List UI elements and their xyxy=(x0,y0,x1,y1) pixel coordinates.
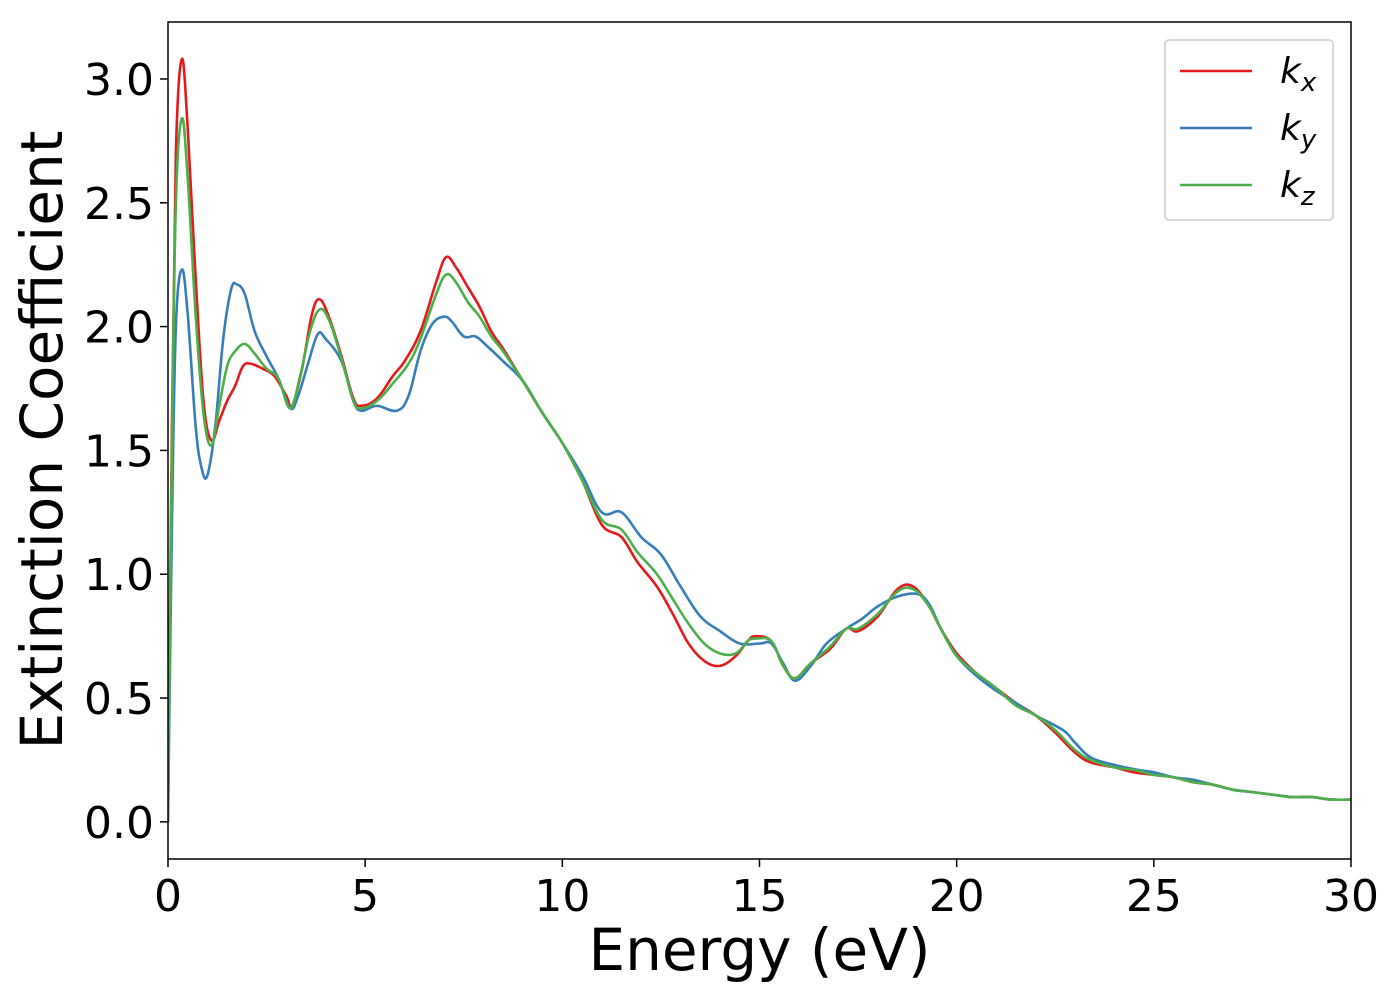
x-tick-label: 20 xyxy=(929,871,985,922)
series-line-ky xyxy=(168,268,1351,822)
x-tick-label: 30 xyxy=(1323,871,1379,922)
x-tick-label: 0 xyxy=(154,871,182,922)
legend-label-kz: kz xyxy=(1280,165,1316,212)
series-line-kz xyxy=(168,116,1351,822)
x-tick-label: 10 xyxy=(534,871,590,922)
legend-items: kx ky kz xyxy=(1180,51,1317,212)
x-axis-ticks: 0 5 10 15 20 25 30 xyxy=(154,859,1379,922)
y-tick-label: 3.0 xyxy=(84,55,154,106)
legend-label-kx: kx xyxy=(1280,51,1317,98)
series-line-kx xyxy=(168,57,1351,822)
y-tick-label: 1.0 xyxy=(84,550,154,601)
y-tick-label: 2.5 xyxy=(84,179,154,230)
series-layer xyxy=(168,57,1351,822)
x-tick-label: 5 xyxy=(351,871,379,922)
y-tick-label: 0.5 xyxy=(84,674,154,725)
x-tick-label: 25 xyxy=(1126,871,1182,922)
legend-label-ky: ky xyxy=(1280,108,1317,155)
y-axis-ticks: 0.0 0.5 1.0 1.5 2.0 2.5 3.0 xyxy=(84,55,168,849)
y-tick-label: 2.0 xyxy=(84,303,154,354)
y-tick-label: 1.5 xyxy=(84,426,154,477)
y-axis-title: Extinction Coefficient xyxy=(8,131,76,750)
y-tick-label: 0.0 xyxy=(84,798,154,849)
x-tick-label: 15 xyxy=(732,871,788,922)
x-axis-title: Energy (eV) xyxy=(588,916,930,984)
legend: kx ky kz xyxy=(1164,39,1334,221)
legend-box xyxy=(1164,39,1334,221)
